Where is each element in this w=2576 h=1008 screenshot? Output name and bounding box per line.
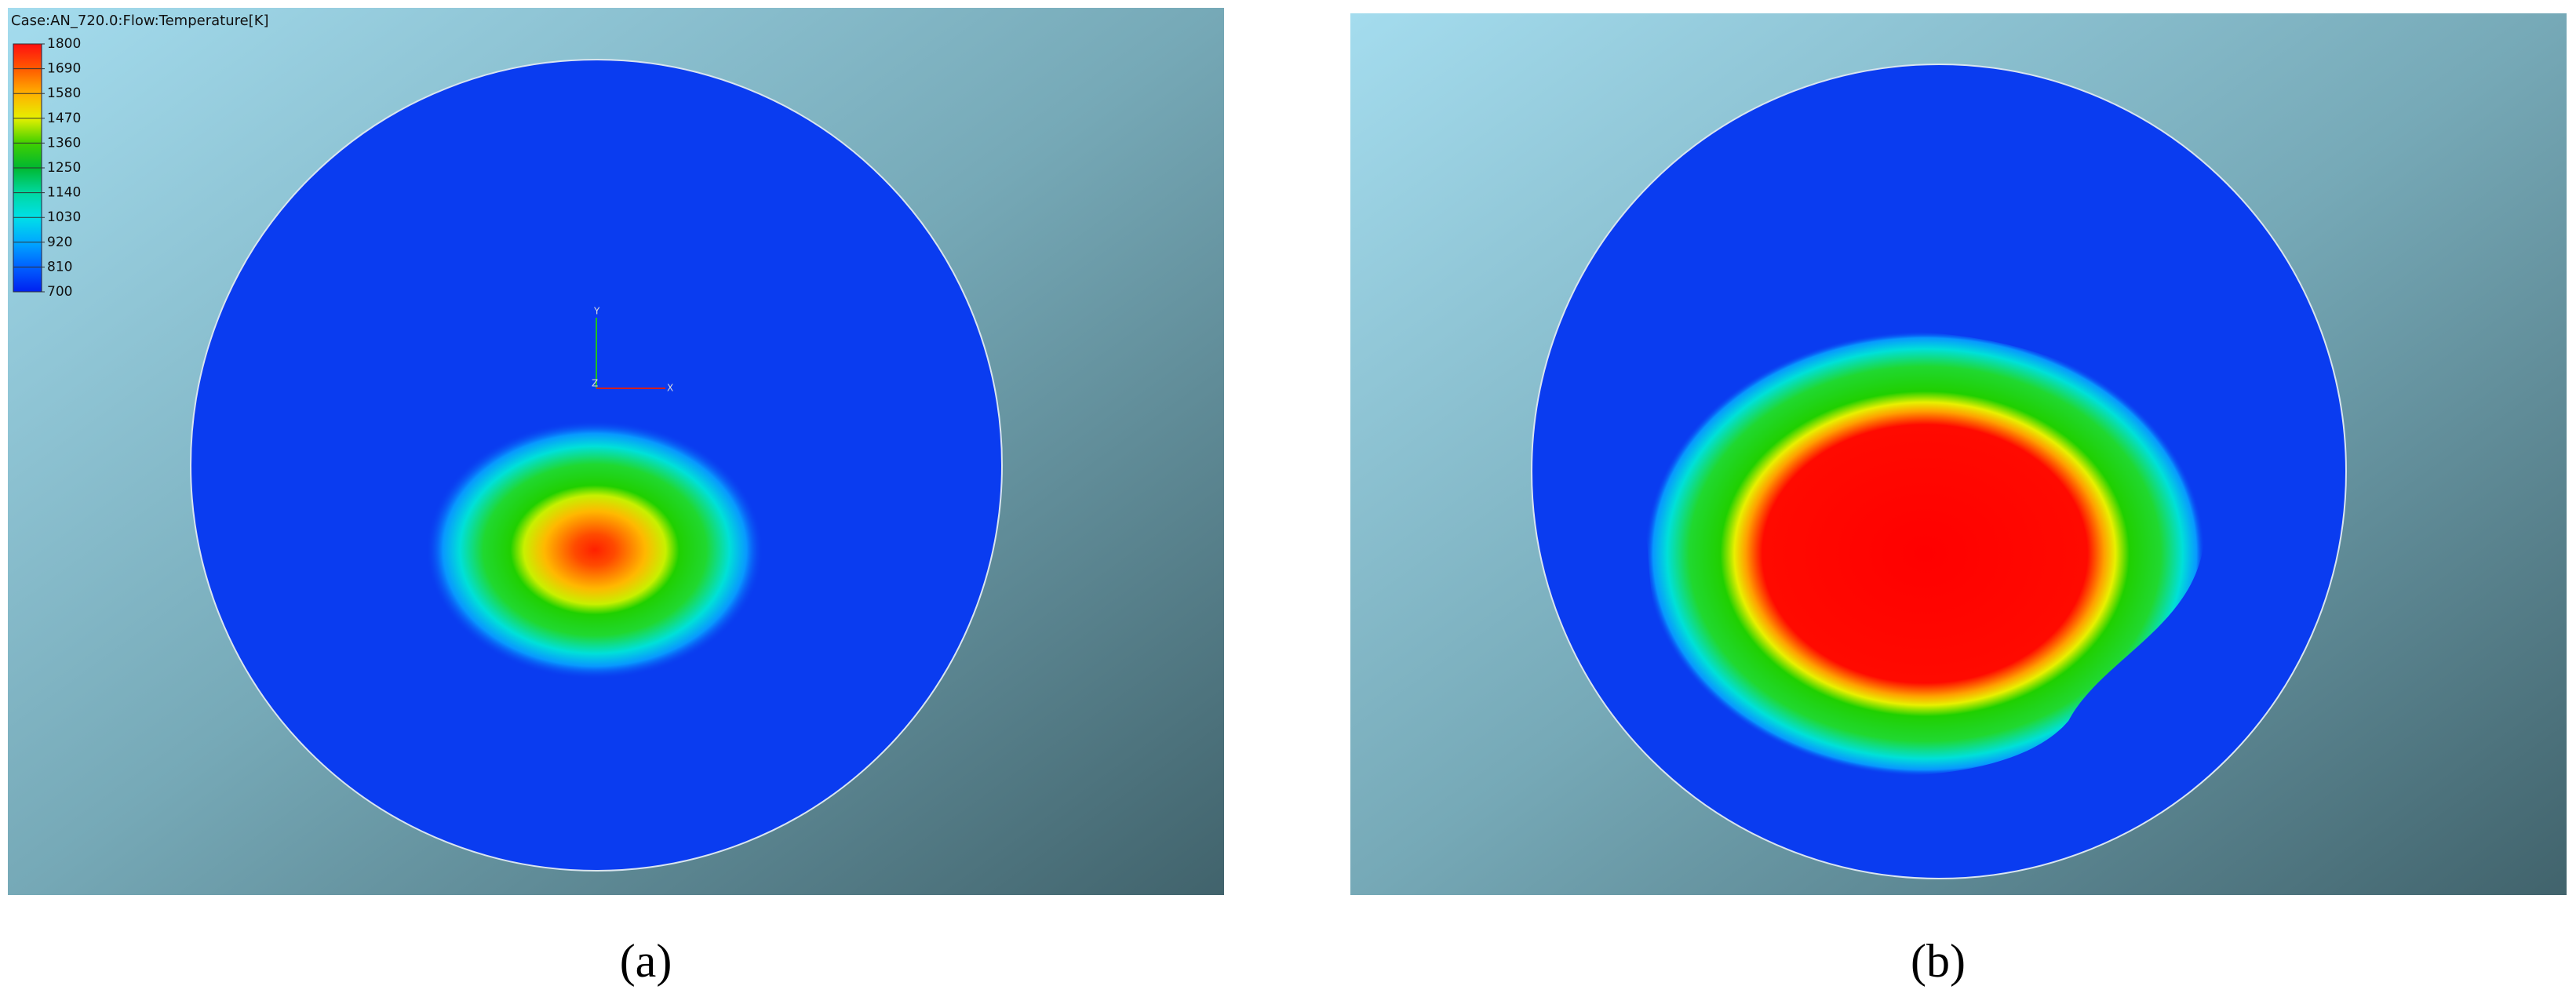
legend-label: 700 [47,284,72,300]
temperature-field [1645,331,2206,777]
panel-b [1350,13,2567,895]
legend-label: 1800 [47,36,81,52]
legend-label: 1360 [47,135,81,151]
legend-label: 1030 [47,209,81,225]
caption: (a) [620,935,672,987]
axis-label: Y [593,306,600,317]
legend-label: 1690 [47,61,81,77]
temperature-field [426,420,763,679]
legend-label: 810 [47,259,72,275]
panel-a: Case:AN_720.0:Flow:Temperature[K] 1800 169… [8,8,2015,895]
legend-label: 920 [47,235,72,250]
axis-label: Z [592,378,598,389]
legend-label: 1470 [47,111,81,126]
caption: (b) [1911,935,1966,987]
legend-label: 1250 [47,160,81,176]
legend-label: 1580 [47,86,81,101]
axis-label: X [667,383,673,394]
legend-label: 1140 [47,185,81,201]
panel-title: Case:AN_720.0:Flow:Temperature[K] [11,13,269,29]
axis-triad: Y X Z [592,306,673,394]
